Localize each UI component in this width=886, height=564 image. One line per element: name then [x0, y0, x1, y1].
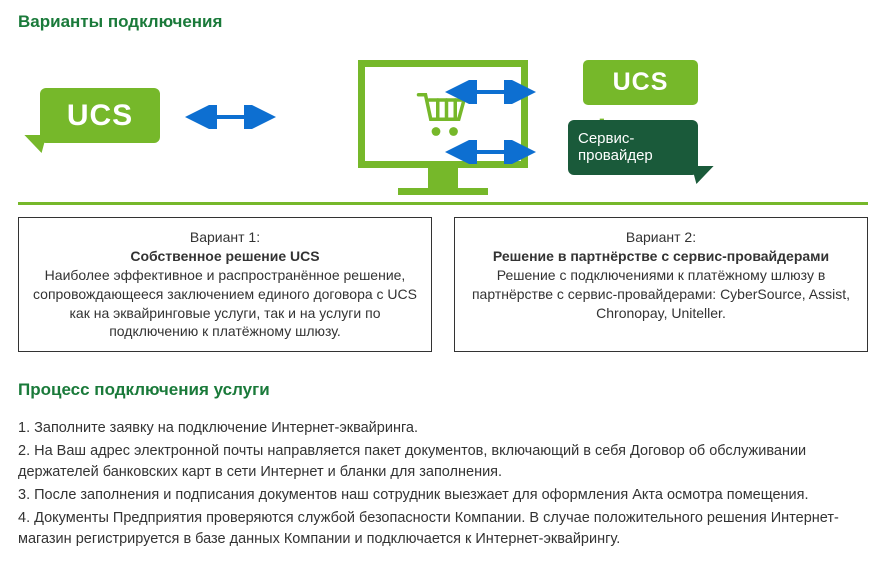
process-step-1: 1. Заполните заявку на подключение Интер… — [18, 418, 868, 439]
variant-2-desc: Решение с подключениями к платёжному шлю… — [472, 267, 850, 321]
arrow-left-to-monitor — [183, 105, 278, 129]
ucs-badge-left: UCS — [40, 88, 160, 143]
process-step-4: 4. Документы Предприятия проверяются слу… — [18, 508, 868, 550]
variant-box-1: Вариант 1: Собственное решение UCS Наибо… — [18, 217, 432, 352]
ground-line — [18, 202, 868, 205]
process-title: Процесс подключения услуги — [18, 380, 868, 400]
provider-line-2: провайдер — [578, 147, 653, 164]
arrow-monitor-to-provider — [443, 140, 538, 164]
connection-options-title: Варианты подключения — [18, 12, 868, 32]
variant-2-label: Вариант 2: — [467, 228, 855, 247]
variant-1-title: Собственное решение UCS — [31, 247, 419, 266]
variant-1-desc: Наиболее эффективное и распространённое … — [33, 267, 417, 340]
ucs-badge-right-text: UCS — [613, 68, 669, 97]
right-badge-group: UCS — [563, 60, 698, 105]
provider-line-1: Сервис- — [578, 130, 634, 147]
ucs-badge-right: UCS — [583, 60, 698, 105]
variant-1-label: Вариант 1: — [31, 228, 419, 247]
process-step-3: 3. После заполнения и подписания докумен… — [18, 485, 868, 506]
connection-diagram: UCS — [18, 50, 868, 205]
variant-2-title: Решение в партнёрстве с сервис-провайдер… — [467, 247, 855, 266]
service-provider-text: Сервис- провайдер — [578, 131, 653, 164]
process-steps: 1. Заполните заявку на подключение Интер… — [18, 418, 868, 550]
ucs-badge-left-text: UCS — [67, 99, 133, 133]
service-provider-badge: Сервис- провайдер — [568, 120, 698, 175]
process-step-2: 2. На Ваш адрес электронной почты направ… — [18, 441, 868, 483]
variant-box-2: Вариант 2: Решение в партнёрстве с серви… — [454, 217, 868, 352]
arrow-monitor-to-ucs-top — [443, 80, 538, 104]
variants-row: Вариант 1: Собственное решение UCS Наибо… — [18, 217, 868, 352]
